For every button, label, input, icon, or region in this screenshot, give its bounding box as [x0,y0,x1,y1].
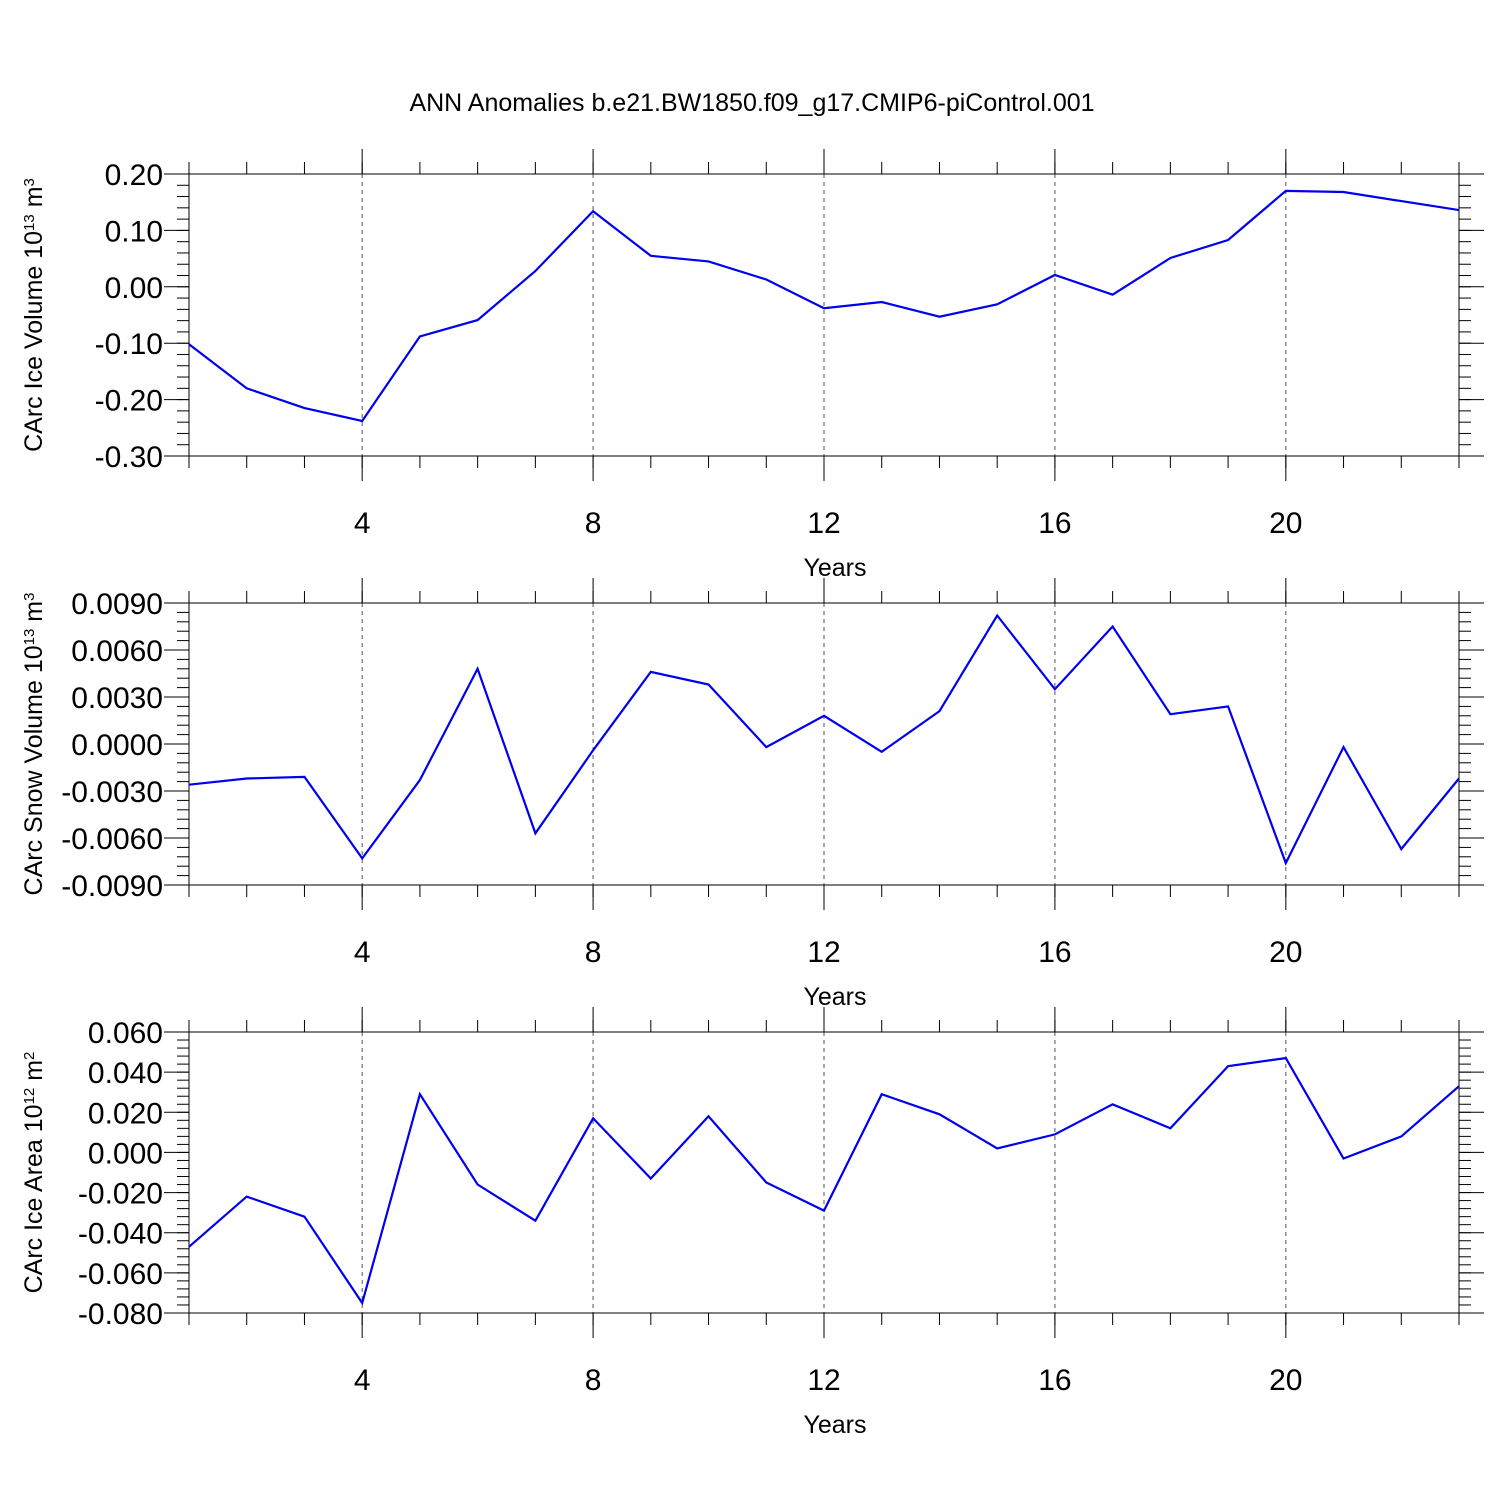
x-tick-label: 16 [1038,1364,1071,1397]
y-tick-label: 0.0000 [71,729,163,762]
y-tick-label: -0.020 [78,1178,163,1211]
y-tick-label: 0.20 [105,159,163,192]
y-axis-title-exponent: 2 [21,1052,38,1060]
y-tick-label: 0.0060 [71,635,163,668]
x-tick-label: 16 [1038,507,1071,540]
y-axis-title-part: CArc Snow Volume 10 [20,645,48,895]
y-tick-label: 0.040 [88,1057,163,1090]
x-axis-title: Years [803,1411,866,1439]
y-axis-title-part: CArc Ice Volume 10 [20,231,48,452]
x-tick-label: 4 [354,936,371,969]
y-axis-title-part: CArc Ice Area 10 [20,1104,48,1293]
x-tick-label: 12 [807,507,840,540]
y-tick-label: -0.20 [95,385,163,418]
y-tick-label: -0.10 [95,328,163,361]
x-axis-title: Years [803,983,866,1011]
y-tick-label: 0.000 [88,1137,163,1170]
y-axis-title: CArc Ice Volume 1013 m3 [20,178,48,452]
y-tick-label: 0.060 [88,1017,163,1050]
x-tick-label: 12 [807,1364,840,1397]
y-tick-label: 0.0030 [71,682,163,715]
y-axis-title-exponent: 12 [21,1088,38,1105]
y-tick-label: -0.0060 [61,823,163,856]
y-axis-title-part: m [20,1060,48,1088]
y-axis-title-exponent: 13 [21,214,38,231]
x-tick-label: 4 [354,507,371,540]
panel-1: 4 8 12 16 20 0.20 0.10 0.00 -0.10 -0.20 -0.30 Years… [20,149,1484,582]
x-tick-label: 8 [585,507,602,540]
chart-title: ANN Anomalies b.e21.BW1850.f09_g17.CMIP6… [409,89,1094,117]
y-tick-label: -0.060 [78,1258,163,1291]
x-axis-title: Years [803,554,866,582]
x-tick-label: 16 [1038,936,1071,969]
x-tick-label: 20 [1269,507,1302,540]
panel-3: 4 8 12 16 20 0.060 0.040 0.020 0.000 -0.020 -0.040… [20,1007,1484,1439]
y-tick-label: -0.080 [78,1298,163,1331]
y-tick-label: 0.020 [88,1097,163,1130]
y-axis-title-part: m [20,186,48,214]
y-axis-title: CArc Snow Volume 1013 m3 [20,593,48,896]
x-tick-label: 8 [585,1364,602,1397]
y-tick-label: -0.040 [78,1218,163,1251]
panel-2: 4 8 12 16 20 0.0090 0.0060 0.0030 0.0000 -0.0030 -… [20,578,1484,1011]
x-tick-label: 20 [1269,936,1302,969]
y-tick-label: -0.30 [95,441,163,474]
x-tick-label: 8 [585,936,602,969]
x-tick-label: 12 [807,936,840,969]
y-tick-label: -0.0030 [61,776,163,809]
x-tick-label: 20 [1269,1364,1302,1397]
y-axis-title-exponent: 3 [21,178,38,186]
y-tick-label: 0.00 [105,272,163,305]
y-axis-title: CArc Ice Area 1012 m2 [20,1052,48,1294]
y-tick-label: 0.10 [105,215,163,248]
y-tick-label: -0.0090 [61,870,163,903]
y-axis-title-exponent: 13 [21,629,38,646]
x-tick-label: 4 [354,1364,371,1397]
y-tick-label: 0.0090 [71,588,163,621]
y-axis-title-part: m [20,601,48,629]
y-axis-title-exponent: 3 [21,593,38,601]
